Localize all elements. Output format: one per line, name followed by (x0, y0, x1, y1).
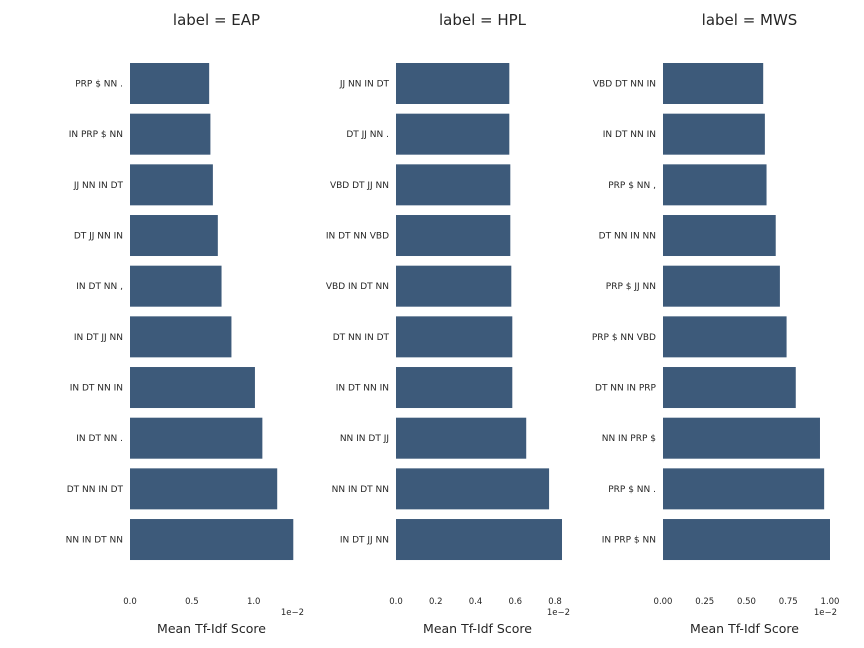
bar (663, 316, 787, 358)
x-tick-label: 0.25 (695, 597, 714, 607)
category-label: IN DT NN , (76, 282, 123, 292)
category-label: DT JJ NN IN (74, 232, 123, 242)
bar (130, 519, 294, 561)
bar (663, 367, 796, 409)
x-tick-label: 0.8 (548, 597, 562, 607)
x-tick-label: 0.2 (429, 597, 443, 607)
category-label: IN DT NN IN (603, 130, 656, 140)
panel-title: label = MWS (702, 11, 798, 29)
bar (396, 164, 511, 206)
bar (663, 265, 780, 307)
bar (663, 519, 830, 561)
axis-offset-label: 1e−2 (547, 608, 570, 618)
axis-offset-label: 1e−2 (814, 608, 837, 618)
category-label: IN DT JJ NN (340, 536, 389, 546)
category-label: IN DT NN . (76, 434, 123, 444)
category-label: PRP $ JJ NN (606, 282, 656, 292)
bar (663, 468, 825, 510)
x-tick-label: 0.5 (185, 597, 199, 607)
bar (130, 417, 263, 459)
bar (396, 519, 563, 561)
category-label: JJ NN IN DT (339, 80, 390, 90)
category-label: VBD DT JJ NN (330, 181, 389, 191)
bar (130, 265, 222, 307)
bar (130, 164, 213, 206)
bar (130, 215, 218, 257)
category-label: IN PRP $ NN (69, 130, 123, 140)
category-label: IN DT NN IN (70, 384, 123, 394)
category-label: VBD IN DT NN (326, 282, 389, 292)
panel-title: label = EAP (173, 11, 260, 29)
category-label: NN IN DT NN (66, 536, 123, 546)
x-axis-label: Mean Tf-Idf Score (690, 621, 799, 636)
bar (663, 215, 776, 257)
category-label: IN PRP $ NN (602, 536, 656, 546)
bar (663, 417, 820, 459)
category-label: PRP $ NN . (75, 80, 123, 90)
bar (396, 417, 527, 459)
x-tick-label: 1.0 (247, 597, 261, 607)
category-label: PRP $ NN , (608, 181, 656, 191)
x-tick-label: 0.6 (509, 597, 523, 607)
x-tick-label: 0.0 (123, 597, 137, 607)
category-label: DT JJ NN . (346, 130, 389, 140)
bar (396, 113, 510, 155)
category-label: VBD DT NN IN (593, 80, 656, 90)
x-tick-label: 1.00 (821, 597, 840, 607)
panel-title: label = HPL (439, 11, 527, 29)
bar (396, 468, 550, 510)
category-label: IN DT NN VBD (326, 232, 389, 242)
bar (663, 164, 767, 206)
x-axis-label: Mean Tf-Idf Score (157, 621, 266, 636)
x-tick-label: 0.75 (779, 597, 798, 607)
category-label: JJ NN IN DT (73, 181, 124, 191)
bar (396, 367, 513, 409)
category-label: NN IN DT JJ (340, 434, 389, 444)
bar (130, 367, 255, 409)
x-tick-label: 0.4 (469, 597, 483, 607)
category-label: NN IN DT NN (332, 485, 389, 495)
bar (130, 468, 278, 510)
bar (396, 265, 512, 307)
category-label: DT NN IN PRP (595, 384, 657, 394)
bar (130, 316, 232, 358)
category-label: IN DT JJ NN (74, 333, 123, 343)
bar (663, 113, 765, 155)
category-label: PRP $ NN . (608, 485, 656, 495)
axis-offset-label: 1e−2 (281, 608, 304, 618)
bar (130, 113, 211, 155)
category-label: DT NN IN DT (333, 333, 390, 343)
x-tick-label: 0.50 (737, 597, 756, 607)
bar (130, 63, 210, 104)
bar (396, 63, 510, 104)
bar (396, 316, 513, 358)
x-tick-label: 0.0 (389, 597, 403, 607)
x-axis-label: Mean Tf-Idf Score (423, 621, 532, 636)
category-label: DT NN IN DT (67, 485, 124, 495)
x-tick-label: 0.00 (654, 597, 673, 607)
category-label: IN DT NN IN (336, 384, 389, 394)
bar (663, 63, 764, 104)
bar (396, 215, 511, 257)
category-label: PRP $ NN VBD (592, 333, 656, 343)
category-label: NN IN PRP $ (602, 434, 656, 444)
category-label: DT NN IN NN (599, 232, 656, 242)
